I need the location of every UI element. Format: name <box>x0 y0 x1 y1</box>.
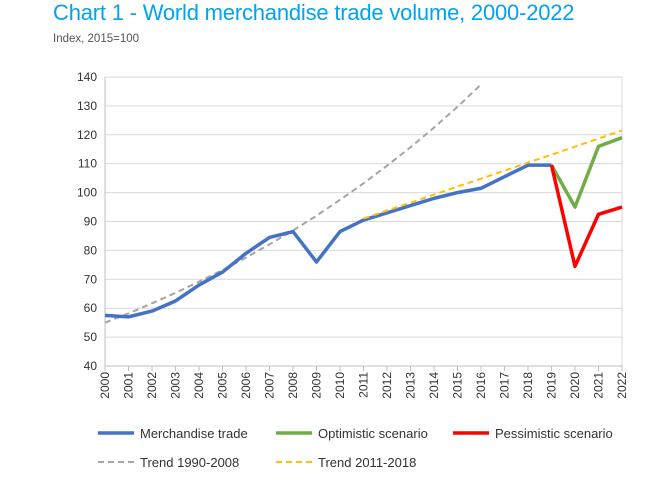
y-tick-label: 80 <box>84 243 98 257</box>
x-tick-label: 2012 <box>380 372 394 399</box>
x-tick-label: 2009 <box>310 372 324 399</box>
legend-label: Pessimistic scenario <box>495 426 613 441</box>
y-tick-label: 90 <box>84 215 98 229</box>
x-tick-label: 2011 <box>357 372 371 398</box>
x-tick-label: 2002 <box>145 372 159 399</box>
x-tick-label: 2004 <box>192 372 206 399</box>
x-tick-label: 2010 <box>333 372 347 399</box>
x-tick-label: 2015 <box>451 372 465 399</box>
x-tick-label: 2000 <box>98 372 112 399</box>
legend-item: Trend 2011-2018 <box>276 455 416 470</box>
x-tick-label: 2019 <box>545 372 559 399</box>
x-tick-label: 2018 <box>521 372 535 399</box>
x-tick-label: 2006 <box>239 372 253 399</box>
x-tick-label: 2007 <box>263 372 277 399</box>
x-tick-label: 2022 <box>615 372 629 399</box>
chart-subtitle: Index, 2015=100 <box>53 33 140 45</box>
legend-label: Merchandise trade <box>140 426 248 441</box>
y-tick-label: 130 <box>77 99 97 113</box>
legend-item: Pessimistic scenario <box>453 426 613 441</box>
y-tick-label: 120 <box>77 128 97 142</box>
y-tick-label: 70 <box>84 272 98 286</box>
x-tick-label: 2020 <box>568 372 582 399</box>
x-tick-label: 2003 <box>169 372 183 399</box>
x-tick-label: 2016 <box>474 372 488 399</box>
series-line-pessimistic-scenario <box>549 164 623 269</box>
x-tick-label: 2008 <box>286 372 300 399</box>
x-tick-label: 2013 <box>404 372 418 399</box>
x-tick-label: 2017 <box>498 372 512 399</box>
y-tick-label: 50 <box>84 330 98 344</box>
series-line-trend-1990-2008 <box>104 83 482 324</box>
y-tick-label: 60 <box>84 301 98 315</box>
legend-item: Optimistic scenario <box>276 426 428 441</box>
series-line-optimistic-scenario <box>549 136 623 209</box>
legend-item: Merchandise trade <box>98 426 248 441</box>
y-tick-label: 140 <box>77 70 97 84</box>
legend-label: Trend 1990-2008 <box>140 455 239 470</box>
x-tick-label: 2014 <box>427 372 441 399</box>
y-tick-label: 110 <box>78 157 97 171</box>
chart-title: Chart 1 - World merchandise trade volume… <box>53 0 575 25</box>
y-tick-label: 100 <box>77 186 97 200</box>
x-tick-label: 2001 <box>122 372 136 399</box>
legend-label: Optimistic scenario <box>318 426 428 441</box>
series-line-trend-2011-2018 <box>363 129 623 220</box>
x-tick-label: 2005 <box>216 372 230 399</box>
series-line-merchandise-trade <box>104 163 552 319</box>
y-tick-label: 40 <box>84 359 98 373</box>
legend-item: Trend 1990-2008 <box>98 455 239 470</box>
legend-label: Trend 2011-2018 <box>318 455 416 470</box>
x-tick-label: 2021 <box>592 372 606 399</box>
